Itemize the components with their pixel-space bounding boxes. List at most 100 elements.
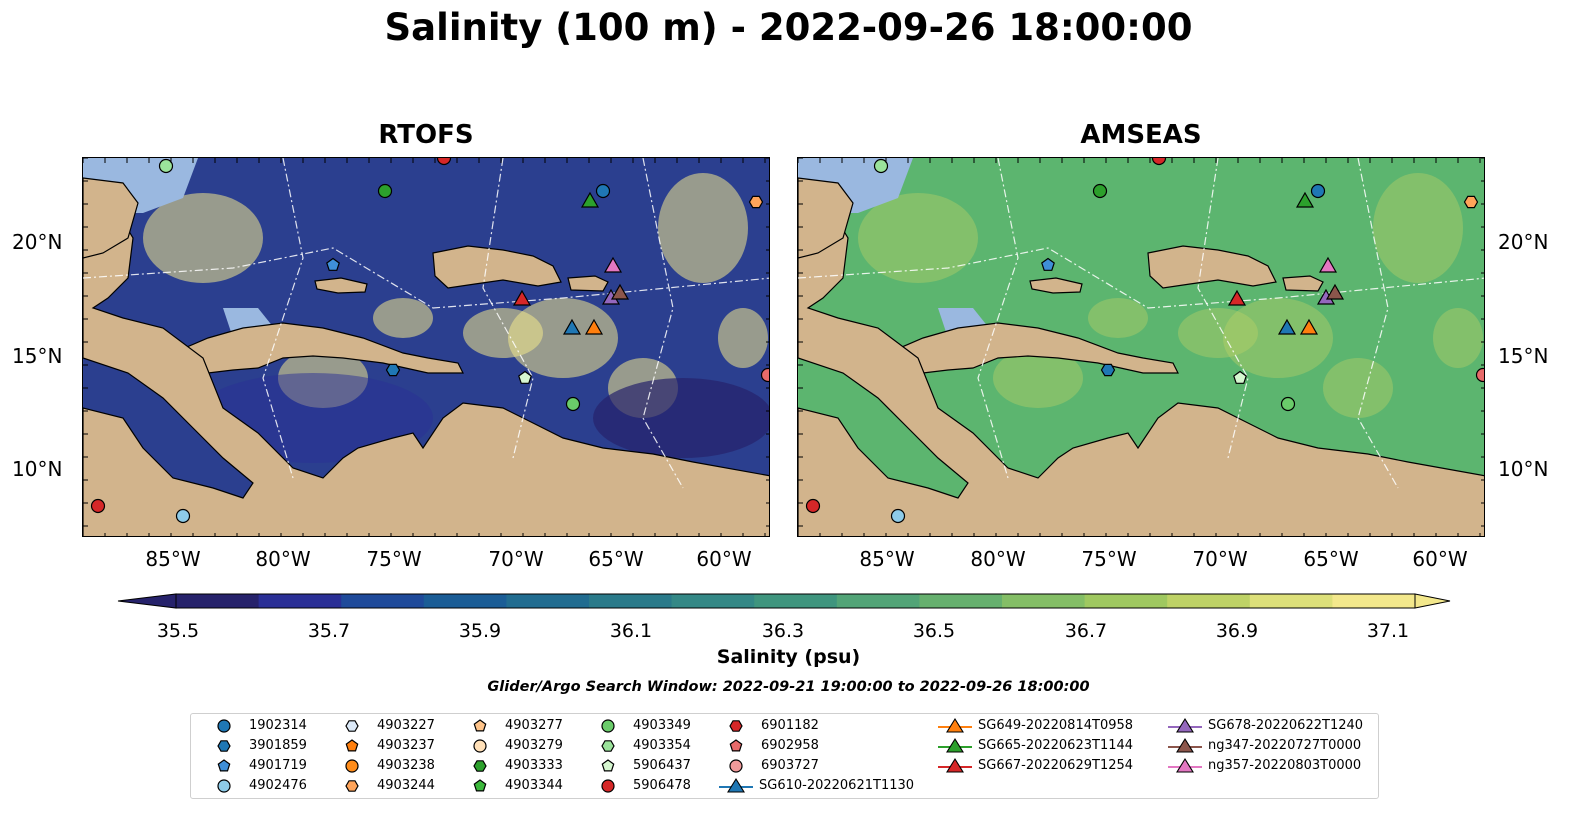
- legend-marker-triangle: [946, 757, 964, 773]
- lon-label-65w-left: 65°W: [588, 547, 644, 571]
- legend-label: 3901859: [249, 738, 307, 753]
- lat-label-10n-right: 10°N: [1498, 457, 1549, 481]
- legend-item-4903279: 4903279: [461, 737, 586, 755]
- legend-marker-pentagon: [473, 719, 487, 732]
- legend-marker-circle: [473, 739, 487, 753]
- lon-label-60w-left: 60°W: [696, 547, 752, 571]
- legend-marker-hexagon: [345, 780, 359, 792]
- marker-4903354: [873, 158, 889, 174]
- colorbar-extend-min: [117, 593, 177, 609]
- legend-marker-triangle: [946, 737, 964, 753]
- land-cuba: [172, 322, 464, 374]
- colorbar-tick-36-1: 36.1: [609, 620, 653, 642]
- legend-item-SG610-20220621T1130: SG610-20220621T1130: [717, 777, 914, 795]
- lon-label-85w-left: 85°W: [145, 547, 201, 571]
- colorbar-segment: [589, 594, 673, 608]
- marker-ng357: [603, 256, 623, 273]
- legend-label: ng357-20220803T0000: [1208, 758, 1362, 773]
- legend-marker-hexagon: [473, 760, 487, 772]
- legend-item-6903727: 6903727: [717, 757, 842, 775]
- legend-item-4903333: 4903333: [461, 757, 586, 775]
- legend-marker-hexagon: [217, 740, 231, 752]
- colorbar-segment: [1167, 594, 1251, 608]
- salinity-eddy: [373, 298, 433, 338]
- legend-item-4901719: 4901719: [205, 757, 330, 775]
- lon-label-80w-left: 80°W: [255, 547, 311, 571]
- legend-marker-pentagon: [345, 739, 359, 752]
- legend-item-SG667-20220629T1254: SG667-20220629T1254: [936, 757, 1156, 775]
- marker-4903244: [748, 195, 764, 209]
- colorbar-label: Salinity (psu): [716, 646, 861, 668]
- salinity-eddy: [1373, 173, 1463, 283]
- legend-marker-circle: [601, 779, 615, 793]
- salinity-eddy: [1223, 298, 1333, 378]
- marker-3901859: [1100, 363, 1116, 377]
- colorbar-tick-36-7: 36.7: [1064, 620, 1108, 642]
- legend-marker-pentagon: [729, 739, 743, 752]
- eez-boundary: [482, 158, 534, 459]
- salinity-eddy: [718, 308, 768, 368]
- lon-label-65w-right: 65°W: [1303, 547, 1359, 571]
- marker-6901182: [436, 158, 452, 166]
- colorbar-frame: [175, 593, 1416, 609]
- colorbar-tick-35-7: 35.7: [307, 620, 351, 642]
- marker-ng347: [610, 283, 630, 300]
- legend-marker-triangle: [1176, 757, 1194, 773]
- marker-3901859: [385, 363, 401, 377]
- legend-label: SG649-20220814T0958: [978, 718, 1134, 733]
- colorbar-segment: [1002, 594, 1086, 608]
- land-central-america: [83, 212, 769, 536]
- legend-item-4903349: 4903349: [589, 717, 714, 735]
- land-jamaica: [314, 277, 368, 294]
- figure-title: Salinity (100 m) - 2022-09-26 18:00:00: [384, 6, 1193, 49]
- colorbar-tick-35-5: 35.5: [156, 620, 200, 642]
- legend-item-4903344: 4903344: [461, 777, 586, 795]
- legend-label: 5906478: [633, 778, 691, 793]
- salinity-eddy: [143, 193, 263, 283]
- salinity-eddy: [463, 308, 543, 358]
- colorbar-segment: [176, 594, 260, 608]
- colorbar-segment: [1332, 594, 1416, 608]
- legend-item-4903244: 4903244: [333, 777, 458, 795]
- map-rtofs: [82, 157, 770, 537]
- marker-ng357: [1318, 256, 1338, 273]
- lat-label-20n-right: 20°N: [1498, 230, 1549, 254]
- colorbar-tick-36-3: 36.3: [761, 620, 805, 642]
- marker-sg665: [1295, 191, 1315, 208]
- legend-item-4903277: 4903277: [461, 717, 586, 735]
- legend-item-6902958: 6902958: [717, 737, 842, 755]
- map-amseas: [797, 157, 1485, 537]
- legend-item-3901859: 3901859: [205, 737, 330, 755]
- colorbar-segment: [919, 594, 1003, 608]
- legend-marker-hexagon: [345, 720, 359, 732]
- colorbar-tick-35-9: 35.9: [458, 620, 502, 642]
- colorbar-segment: [423, 594, 507, 608]
- legend-label: 6902958: [761, 738, 819, 753]
- legend-item-4903237: 4903237: [333, 737, 458, 755]
- lon-label-70w-right: 70°W: [1192, 547, 1248, 571]
- legend-label: 4903227: [377, 718, 435, 733]
- legend-item-5906437: 5906437: [589, 757, 714, 775]
- marker-5906437: [518, 370, 532, 384]
- legend-item-6901182: 6901182: [717, 717, 842, 735]
- legend-item-1902314: 1902314: [205, 717, 330, 735]
- land-yucatan: [83, 177, 139, 259]
- lat-label-15n-left: 15°N: [12, 344, 63, 368]
- marker-6902958: [1475, 367, 1484, 383]
- colorbar-tick-36-9: 36.9: [1215, 620, 1259, 642]
- lon-label-60w-right: 60°W: [1412, 547, 1468, 571]
- salinity-eddy: [1323, 358, 1393, 418]
- legend-item-4903238: 4903238: [333, 757, 458, 775]
- legend-label: 4903244: [377, 778, 435, 793]
- legend-marker-pentagon: [217, 759, 231, 772]
- marker-sg649: [1299, 318, 1319, 335]
- legend-label: SG665-20220623T1144: [978, 738, 1134, 753]
- marker-4903354: [158, 158, 174, 174]
- legend-item-SG665-20220623T1144: SG665-20220623T1144: [936, 737, 1156, 755]
- land-hispaniola: [1147, 245, 1277, 289]
- land-hispaniola: [432, 245, 562, 289]
- legend-label: SG678-20220622T1240: [1208, 718, 1364, 733]
- legend: 1902314 3901859 4901719 4902476 4903227 49032…: [190, 713, 1379, 799]
- legend-item-4903354: 4903354: [589, 737, 714, 755]
- legend-marker-circle: [345, 759, 359, 773]
